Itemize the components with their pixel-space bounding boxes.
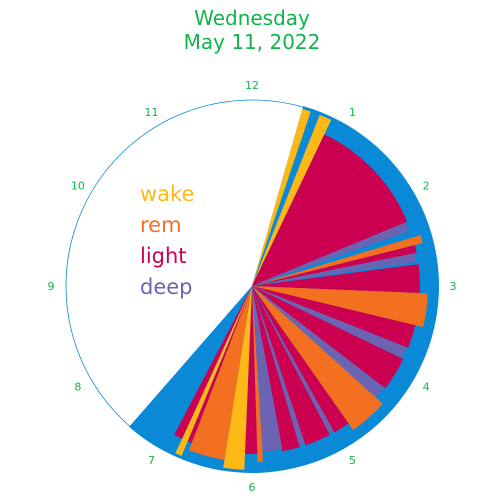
hour-label-7: 7 (148, 454, 155, 467)
hour-label-3: 3 (450, 280, 457, 293)
hour-label-10: 10 (71, 180, 85, 193)
segment-light (252, 286, 416, 348)
segment-deep (252, 286, 407, 359)
segment-rem (252, 286, 428, 328)
segment-rem (252, 235, 423, 286)
segment-deep (252, 286, 334, 434)
hour-label-4: 4 (423, 381, 430, 394)
segment-light (252, 286, 330, 446)
title-day: Wednesday (194, 6, 310, 30)
segment-deep (252, 253, 417, 286)
legend-deep: deep (140, 275, 193, 299)
sleep-segments-layer (174, 109, 428, 470)
segment-light (252, 245, 417, 286)
segment-light (252, 286, 300, 452)
hour-label-11: 11 (145, 106, 159, 119)
segment-deep (252, 286, 283, 452)
segment-light (174, 286, 252, 439)
segment-deep (252, 286, 305, 446)
segment-light (244, 286, 258, 455)
hour-label-6: 6 (249, 481, 256, 494)
segment-light (187, 286, 252, 443)
legend-rem: rem (140, 213, 182, 237)
segment-deep (252, 222, 409, 286)
segment-light (252, 264, 420, 294)
segment-rem (252, 286, 264, 462)
legend: wake rem light deep (140, 182, 194, 299)
hour-label-2: 2 (423, 180, 430, 193)
hour-label-1: 1 (349, 106, 356, 119)
segment-wake (223, 286, 252, 470)
hour-label-5: 5 (349, 454, 356, 467)
segment-deep (252, 286, 384, 398)
segment-rem (252, 286, 383, 430)
legend-wake: wake (140, 182, 194, 206)
hour-label-12: 12 (245, 79, 259, 92)
title-date: May 11, 2022 (183, 30, 321, 54)
hour-label-9: 9 (48, 280, 55, 293)
hour-label-8: 8 (74, 381, 81, 394)
segment-light (252, 134, 408, 286)
chart-title: Wednesday May 11, 2022 (0, 6, 504, 54)
segment-light (252, 286, 349, 433)
segment-wake (252, 109, 311, 286)
segment-wake (252, 114, 332, 286)
segment-light (252, 286, 404, 389)
segment-wake (175, 286, 252, 456)
segment-rem (188, 286, 252, 460)
legend-light: light (140, 244, 187, 268)
